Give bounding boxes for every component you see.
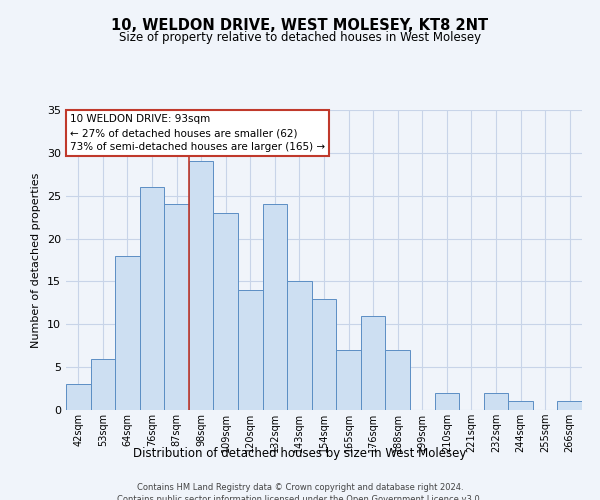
Bar — [66, 384, 91, 410]
Text: Distribution of detached houses by size in West Molesey: Distribution of detached houses by size … — [133, 448, 467, 460]
Text: Contains HM Land Registry data © Crown copyright and database right 2024.
Contai: Contains HM Land Registry data © Crown c… — [118, 482, 482, 500]
Bar — [361, 316, 385, 410]
Bar — [189, 162, 214, 410]
Bar — [336, 350, 361, 410]
Text: Size of property relative to detached houses in West Molesey: Size of property relative to detached ho… — [119, 31, 481, 44]
Bar — [214, 213, 238, 410]
Y-axis label: Number of detached properties: Number of detached properties — [31, 172, 41, 348]
Bar — [434, 393, 459, 410]
Text: 10, WELDON DRIVE, WEST MOLESEY, KT8 2NT: 10, WELDON DRIVE, WEST MOLESEY, KT8 2NT — [112, 18, 488, 32]
Bar — [263, 204, 287, 410]
Bar — [508, 402, 533, 410]
Bar — [115, 256, 140, 410]
Bar — [312, 298, 336, 410]
Bar — [385, 350, 410, 410]
Bar — [287, 282, 312, 410]
Bar — [484, 393, 508, 410]
Bar — [140, 187, 164, 410]
Bar — [164, 204, 189, 410]
Bar — [557, 402, 582, 410]
Bar — [91, 358, 115, 410]
Bar — [238, 290, 263, 410]
Text: 10 WELDON DRIVE: 93sqm
← 27% of detached houses are smaller (62)
73% of semi-det: 10 WELDON DRIVE: 93sqm ← 27% of detached… — [70, 114, 325, 152]
